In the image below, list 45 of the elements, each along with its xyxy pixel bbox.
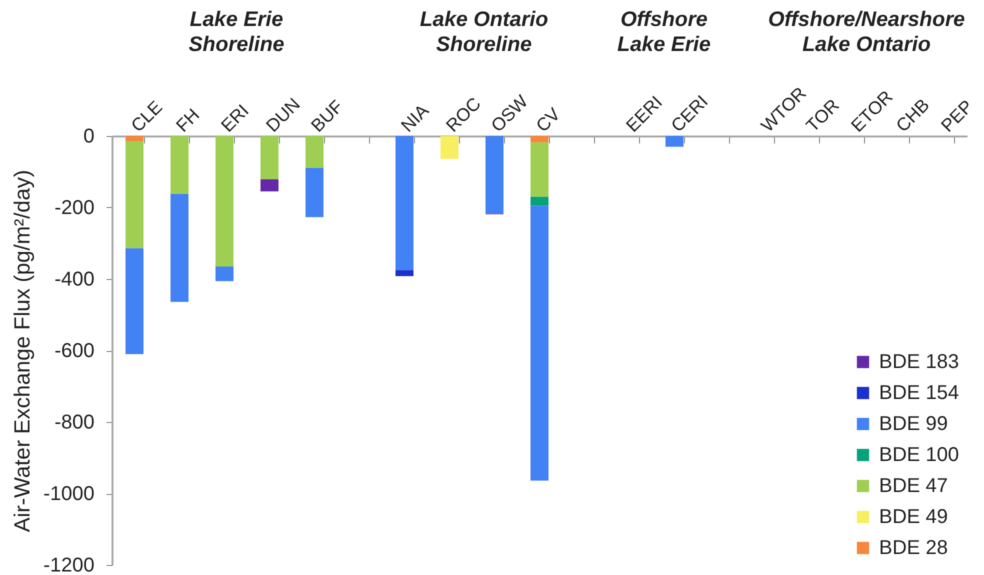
bar [530, 206, 548, 481]
x-tick-label: NIA [397, 100, 433, 136]
bar [666, 136, 684, 147]
bar [170, 194, 188, 302]
bar [440, 136, 458, 159]
bar [530, 136, 548, 142]
x-tick-label: CV [532, 104, 564, 136]
y-tick-label: 0 [83, 126, 94, 148]
legend-label: BDE 154 [879, 382, 960, 404]
text: Lake Erie Shoreline [188, 8, 285, 56]
y-tick-label: -800 [54, 412, 94, 434]
legend-label: BDE 100 [879, 444, 960, 466]
text: Lake Ontario Shoreline [420, 8, 548, 56]
bar [216, 266, 234, 282]
legend-label: BDE 99 [879, 413, 948, 435]
bar [260, 136, 278, 180]
bar [396, 270, 414, 276]
y-tick-label: -200 [54, 197, 94, 219]
bar [126, 136, 144, 142]
bar [306, 168, 324, 218]
bar [530, 142, 548, 197]
bar [126, 248, 144, 354]
bar [486, 136, 504, 214]
x-tick-label: TOR [802, 95, 843, 136]
x-tick-label: CLE [127, 96, 166, 136]
bar [530, 196, 548, 206]
text: Offshore/Nearshore Lake Ontario [768, 8, 966, 56]
y-tick-label: -600 [54, 340, 94, 362]
legend-label: BDE 28 [879, 537, 948, 559]
bar [126, 141, 144, 248]
legend-label: BDE 49 [879, 506, 948, 528]
bar [170, 136, 188, 194]
x-tick-label: ERI [217, 100, 253, 136]
legend-label: BDE 183 [879, 351, 960, 373]
bar [260, 179, 278, 192]
y-axis-title: Air-Water Exchange Flux (pg/m²/day) [9, 170, 34, 532]
x-tick-label: FH [172, 104, 204, 136]
legend-label: BDE 47 [879, 475, 948, 497]
bar [396, 136, 414, 270]
bar [306, 136, 324, 168]
y-tick-label: -1000 [43, 483, 94, 505]
text: Offshore Lake Erie [617, 8, 712, 56]
y-tick-label: -400 [54, 268, 94, 290]
bar [216, 136, 234, 266]
y-tick-label: -1200 [43, 554, 94, 575]
